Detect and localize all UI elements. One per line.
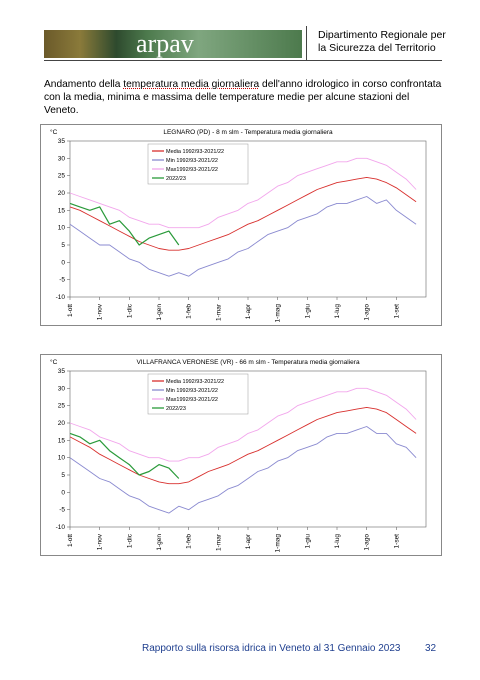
x-tick-label: 1-ott xyxy=(67,534,74,547)
chart-title: VILLAFRANCA VERONESE (VR) - 66 m slm - T… xyxy=(136,359,360,366)
intro-underlined: temperatura media giornaliera xyxy=(123,79,260,90)
chart: LEGNARO (PD) - 8 m slm - Temperatura med… xyxy=(40,124,442,326)
y-tick-label: 20 xyxy=(58,190,66,197)
series-line xyxy=(69,202,180,246)
intro-text: dell'anno idrologico in corso confrontat… xyxy=(44,79,442,116)
y-tick-label: -5 xyxy=(59,277,65,284)
x-tick-label: 1-mag xyxy=(275,304,282,323)
legend-label: Min 1992/93-2021/22 xyxy=(166,158,218,164)
y-tick-label: 0 xyxy=(61,489,65,496)
legend-label: 2022/23 xyxy=(166,406,186,412)
y-tick-label: -10 xyxy=(56,294,66,301)
logo-text: arpav xyxy=(136,29,194,58)
y-tick-label: 30 xyxy=(58,385,66,392)
y-tick-label: -5 xyxy=(59,507,65,514)
x-tick-label: 1-apr xyxy=(245,533,252,549)
legend: Media 1992/93-2021/22 Min 1992/93-2021/22… xyxy=(147,143,249,185)
y-tick-label: 35 xyxy=(58,368,66,375)
y-axis-label: °C xyxy=(50,358,58,366)
footer: Rapporto sulla risorsa idrica in Veneto … xyxy=(142,643,401,654)
page-number: 32 xyxy=(425,643,437,654)
x-tick-label: 1-giu xyxy=(304,304,311,319)
y-tick-label: 15 xyxy=(58,437,66,444)
legend-box xyxy=(147,373,249,415)
x-tick-label: 1-lug xyxy=(334,534,341,549)
x-tick-label: 1-set xyxy=(393,304,400,319)
x-tick-label: 1-feb xyxy=(186,304,193,319)
y-tick-label: 10 xyxy=(58,225,66,232)
x-tick-label: 1-dic xyxy=(126,303,133,318)
department: Dipartimento Regionale per la Sicurezza … xyxy=(318,29,446,55)
y-axis-label: °C xyxy=(50,128,58,136)
x-tick-label: 1-ott xyxy=(67,304,74,317)
header-rule xyxy=(44,60,442,61)
series-line xyxy=(69,406,417,485)
y-tick-label: 20 xyxy=(58,420,66,427)
legend-label: Media 1992/93-2021/22 xyxy=(166,149,224,155)
x-tick-label: 1-feb xyxy=(186,534,193,549)
x-tick-label: 1-mag xyxy=(275,534,282,553)
x-tick-label: 1-mar xyxy=(215,533,222,551)
intro: Andamento della temperatura media giorna… xyxy=(44,78,444,117)
header-separator xyxy=(306,26,307,60)
legend-label: Media 1992/93-2021/22 xyxy=(166,379,224,385)
x-tick-label: 1-gen xyxy=(156,534,163,551)
y-tick-label: 5 xyxy=(61,242,65,249)
x-tick-label: 1-mar xyxy=(215,303,222,321)
y-tick-label: 10 xyxy=(58,455,66,462)
x-tick-label: 1-nov xyxy=(97,303,104,320)
y-tick-label: 0 xyxy=(61,259,65,266)
x-tick-label: 1-giu xyxy=(304,534,311,549)
x-tick-label: 1-dic xyxy=(126,533,133,548)
x-tick-label: 1-ago xyxy=(364,534,371,551)
x-tick-label: 1-set xyxy=(393,534,400,549)
y-tick-label: 35 xyxy=(58,138,66,145)
y-tick-label: 25 xyxy=(58,173,66,180)
intro-text: Andamento della xyxy=(44,79,124,90)
x-tick-label: 1-ago xyxy=(364,304,371,321)
logo xyxy=(44,30,302,58)
y-tick-label: 25 xyxy=(58,403,66,410)
chart-title: LEGNARO (PD) - 8 m slm - Temperatura med… xyxy=(163,129,333,136)
x-tick-label: 1-gen xyxy=(156,304,163,321)
series-line xyxy=(69,176,417,251)
x-tick-label: 1-lug xyxy=(334,304,341,319)
x-tick-label: 1-apr xyxy=(245,303,252,319)
department-line: Dipartimento Regionale per xyxy=(318,29,446,41)
y-tick-label: 30 xyxy=(58,155,66,162)
series-line xyxy=(69,196,417,277)
legend-box xyxy=(147,143,249,185)
y-tick-label: 5 xyxy=(61,472,65,479)
department-line: la Sicurezza del Territorio xyxy=(318,42,436,54)
y-tick-label: -10 xyxy=(56,524,66,531)
series-line xyxy=(69,432,180,479)
legend-label: Max1992/93-2021/22 xyxy=(166,397,218,403)
legend-label: Min 1992/93-2021/22 xyxy=(166,388,218,394)
legend-label: Max1992/93-2021/22 xyxy=(166,167,218,173)
chart: VILLAFRANCA VERONESE (VR) - 66 m slm - T… xyxy=(40,354,442,556)
legend-label: 2022/23 xyxy=(166,176,186,182)
x-tick-label: 1-nov xyxy=(97,533,104,550)
series-line xyxy=(69,426,417,514)
series-line xyxy=(69,157,417,229)
legend: Media 1992/93-2021/22 Min 1992/93-2021/22… xyxy=(147,373,249,415)
series-line xyxy=(69,387,417,462)
y-tick-label: 15 xyxy=(58,207,66,214)
